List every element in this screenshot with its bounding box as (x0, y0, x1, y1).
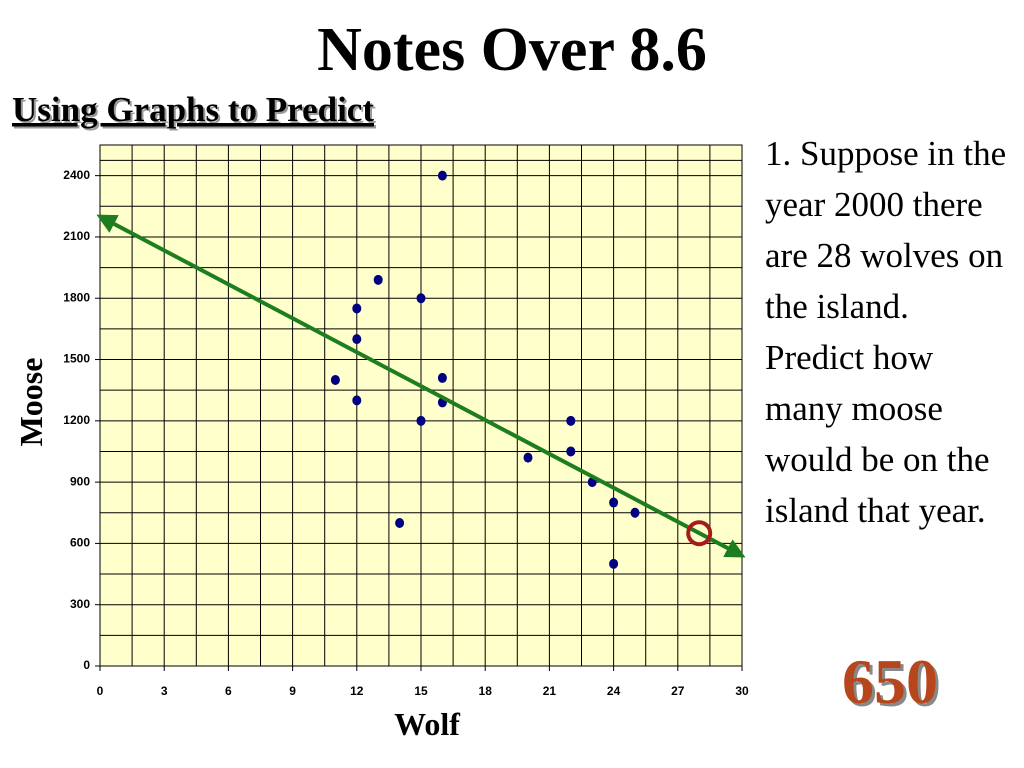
x-tick-label: 30 (735, 684, 749, 698)
x-tick-label: 24 (607, 684, 621, 698)
y-tick-label: 1200 (63, 413, 90, 427)
x-axis-label: Wolf (394, 706, 460, 742)
y-tick-label: 900 (70, 474, 90, 488)
data-point (566, 415, 576, 426)
x-tick-label: 18 (479, 684, 493, 698)
y-tick-label: 1800 (63, 290, 90, 304)
x-tick-label: 15 (414, 684, 428, 698)
x-tick-label: 3 (161, 684, 168, 698)
trend-line (96, 214, 746, 558)
data-point (523, 452, 533, 463)
data-point (437, 372, 447, 383)
x-tick-label: 21 (543, 684, 557, 698)
y-tick-label: 2400 (63, 168, 90, 182)
y-tick-label: 300 (70, 597, 90, 611)
data-point (330, 374, 340, 385)
y-tick-label: 2100 (63, 229, 90, 243)
data-point (416, 415, 426, 426)
data-point (373, 274, 383, 285)
y-tick-label: 600 (70, 536, 90, 550)
x-tick-label: 9 (289, 684, 296, 698)
y-tick-label: 0 (83, 658, 90, 672)
question-text: 1. Suppose in the year 2000 there are 28… (765, 134, 1007, 530)
data-point (609, 558, 619, 569)
x-tick-label: 12 (350, 684, 364, 698)
x-tick-label: 27 (671, 684, 685, 698)
y-tick-label: 1500 (63, 352, 90, 366)
subtitle-shadow: Using Graphs to Predict (14, 92, 376, 131)
data-point (352, 334, 362, 345)
data-point (395, 517, 405, 528)
slide-title: Notes Over 8.6 (317, 16, 707, 84)
data-point (416, 293, 426, 304)
x-tick-label: 0 (97, 684, 104, 698)
data-point (352, 303, 362, 314)
prediction-marker (686, 520, 713, 547)
data-point (437, 170, 447, 181)
answer: 650 (842, 646, 938, 717)
data-point (352, 395, 362, 406)
data-point (566, 446, 576, 457)
data-point (630, 507, 640, 518)
answer-shadow: 650 (845, 649, 941, 720)
x-tick-label: 6 (225, 684, 232, 698)
subtitle: Using Graphs to Predict (12, 90, 374, 129)
y-axis-label: Moose (13, 358, 49, 447)
data-point (609, 497, 619, 508)
